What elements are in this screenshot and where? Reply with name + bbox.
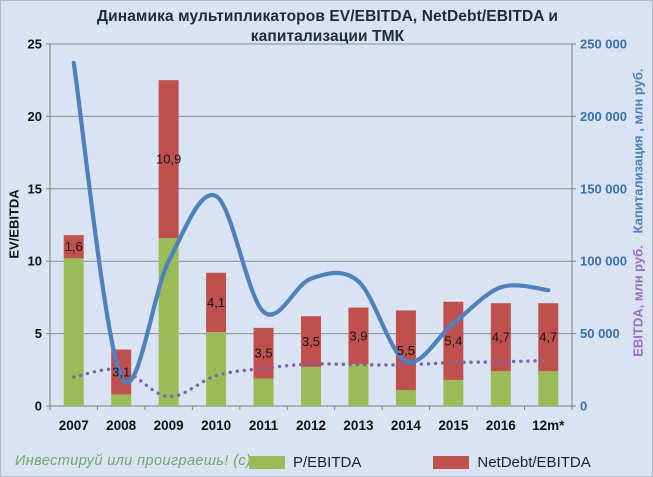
bar-netdebt-ebitda <box>538 303 559 372</box>
bar-data-label: 3,9 <box>349 328 367 343</box>
left-axis-tick-label: 15 <box>28 181 42 196</box>
right-axis-tick-label: 150 000 <box>580 181 627 196</box>
left-axis-tick-label: 25 <box>28 37 42 52</box>
bar-netdebt-ebitda <box>206 272 227 333</box>
legend: P/EBITDA NetDebt/EBITDA <box>249 454 591 471</box>
bar-netdebt-ebitda <box>490 303 511 372</box>
bar-p-ebitda <box>63 258 84 406</box>
x-axis-category-label: 2011 <box>249 418 279 433</box>
legend-item-netdebt-ebitda: NetDebt/EBITDA <box>433 454 591 471</box>
bar-netdebt-ebitda <box>348 307 369 365</box>
right-axis-tick-label: 250 000 <box>580 37 627 52</box>
left-axis-tick-label: 5 <box>35 326 42 341</box>
chart-title-line2: капитализации ТМК <box>250 28 405 45</box>
legend-item-p-ebitda: P/EBITDA <box>249 454 361 471</box>
right-axis-tick-label: 200 000 <box>580 109 627 124</box>
legend-swatch-red <box>433 456 470 469</box>
bar-netdebt-ebitda <box>253 327 274 379</box>
x-axis-category-label: 12m* <box>532 418 565 433</box>
bar-data-label: 3,5 <box>255 346 273 361</box>
x-axis-category-label: 2016 <box>486 418 517 433</box>
bar-p-ebitda <box>253 378 274 406</box>
bar-data-label: 5,5 <box>397 343 415 358</box>
x-axis-category-label: 2007 <box>59 418 89 433</box>
bar-data-label: 3,1 <box>112 364 130 379</box>
bar-p-ebitda <box>301 366 321 406</box>
x-axis-category-label: 2015 <box>438 418 469 433</box>
bar-data-label: 5,4 <box>444 333 462 348</box>
bar-p-ebitda <box>490 371 511 406</box>
bar-p-ebitda <box>395 390 416 406</box>
right-axis-tick-label: 100 000 <box>580 254 627 269</box>
x-axis-category-label: 2013 <box>343 418 374 433</box>
bar-p-ebitda <box>206 332 227 406</box>
bar-data-label: 10,9 <box>156 152 181 167</box>
x-axis-category-label: 2014 <box>391 418 422 433</box>
legend-label-netdebt-ebitda: NetDebt/EBITDA <box>477 454 591 471</box>
right-axis-tick-label: 0 <box>580 399 587 414</box>
bar-p-ebitda <box>538 371 559 406</box>
x-axis-category-label: 2008 <box>106 418 137 433</box>
left-axis-tick-label: 0 <box>35 399 42 414</box>
bar-data-label: 3,5 <box>302 334 320 349</box>
x-axis-category-label: 2012 <box>296 418 326 433</box>
right-axis-tick-label: 50 000 <box>580 326 620 341</box>
legend-swatch-green <box>249 456 285 469</box>
bar-netdebt-ebitda <box>301 316 321 367</box>
x-axis-category-label: 2009 <box>154 418 184 433</box>
bar-p-ebitda <box>443 379 464 406</box>
bar-data-label: 4,7 <box>539 330 557 345</box>
bar-data-label: 4,1 <box>207 295 225 310</box>
bar-p-ebitda <box>111 394 132 406</box>
x-axis-category-label: 2010 <box>201 418 231 433</box>
bar-data-label: 1,6 <box>65 239 83 254</box>
left-axis-tick-label: 20 <box>28 109 42 124</box>
chart-title-line1: Динамика мультипликаторов EV/EBITDA, Net… <box>96 8 559 25</box>
bar-netdebt-ebitda <box>158 80 179 239</box>
bar-data-label: 4,7 <box>492 330 510 345</box>
bar-p-ebitda <box>348 364 369 406</box>
bar-netdebt-ebitda <box>63 235 84 259</box>
watermark-text: Инвестируй или проиграешь! (с) <box>15 453 252 469</box>
left-axis-tick-label: 10 <box>28 254 42 269</box>
bar-netdebt-ebitda <box>395 310 416 391</box>
legend-label-p-ebitda: P/EBITDA <box>293 454 362 471</box>
capitalization-line <box>71 60 551 385</box>
